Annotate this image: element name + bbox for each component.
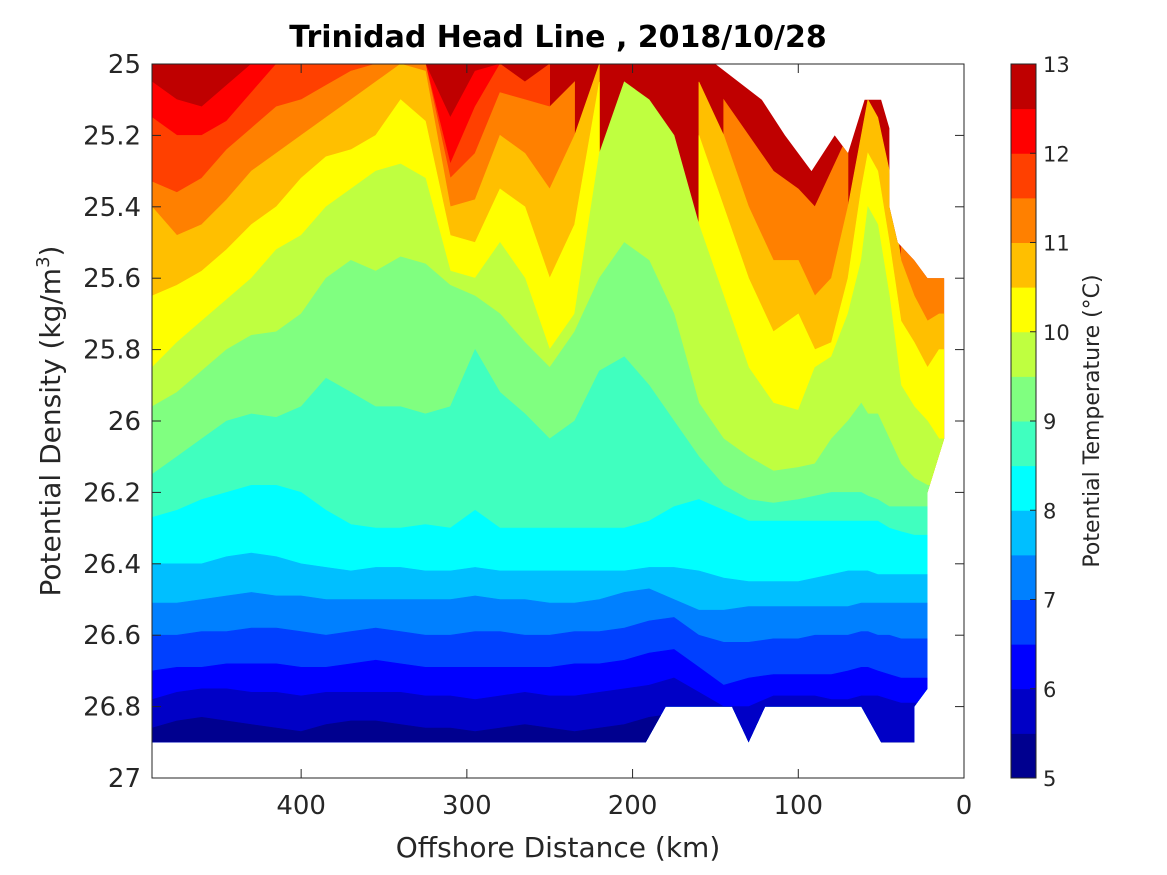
y-tick-label: 25.4 xyxy=(83,193,141,223)
colorbar-swatch xyxy=(1011,376,1036,422)
colorbar-swatch xyxy=(1011,242,1036,288)
colorbar-label: Potential Temperature (°C) xyxy=(1080,274,1105,567)
colorbar-tick-label: 7 xyxy=(1043,589,1056,613)
x-tick-label: 200 xyxy=(608,791,658,821)
y-axis-label-main: Potential Density (kg/m xyxy=(34,268,67,597)
colorbar-tick-label: 8 xyxy=(1043,499,1056,523)
colorbar-swatch xyxy=(1011,554,1036,600)
x-tick-label: 300 xyxy=(442,791,492,821)
y-axis-label-superscript: 3 xyxy=(33,256,54,267)
colorbar-swatch xyxy=(1011,688,1036,734)
contour-fills xyxy=(152,64,945,743)
colorbar-swatch xyxy=(1011,421,1036,467)
y-tick-label: 26 xyxy=(108,407,141,437)
colorbar-swatch xyxy=(1011,510,1036,556)
x-axis: 400 300 200 100 0 xyxy=(276,64,972,821)
colorbar-swatch xyxy=(1011,153,1036,199)
colorbar-swatch xyxy=(1011,287,1036,333)
x-axis-label: Offshore Distance (km) xyxy=(396,831,721,864)
y-tick-label: 27 xyxy=(108,764,141,794)
colorbar-tick-label: 13 xyxy=(1043,53,1070,77)
x-tick-label: 400 xyxy=(276,791,326,821)
colorbar-swatch xyxy=(1011,197,1036,243)
contour-band xyxy=(152,713,945,743)
x-tick-label: 0 xyxy=(956,791,973,821)
y-tick-label: 25.8 xyxy=(83,336,141,366)
y-axis-label-end: ) xyxy=(34,246,67,257)
x-tick-label: 100 xyxy=(773,791,823,821)
colorbar-tick-label: 6 xyxy=(1043,678,1056,702)
y-tick-label: 25 xyxy=(108,50,141,80)
colorbar-swatch xyxy=(1011,465,1036,511)
y-tick-label: 26.8 xyxy=(83,693,141,723)
colorbar-tick-label: 11 xyxy=(1043,232,1070,256)
y-tick-label: 25.6 xyxy=(83,264,141,294)
chart-title: Trinidad Head Line , 2018/10/28 xyxy=(289,20,826,55)
colorbar-swatch xyxy=(1011,108,1036,154)
y-axis-label: Potential Density (kg/m3) xyxy=(33,246,67,597)
colorbar-tick-label: 12 xyxy=(1043,142,1070,166)
colorbar-swatch xyxy=(1011,64,1036,110)
colorbar-swatch xyxy=(1011,331,1036,377)
y-axis: 25 25.2 25.4 25.6 25.8 26 26.2 26.4 26.6 26.8 27 xyxy=(83,50,964,794)
colorbar-tick-label: 5 xyxy=(1043,767,1056,791)
colorbar-swatch xyxy=(1011,733,1036,779)
colorbar-tick-label: 10 xyxy=(1043,321,1070,345)
colorbar-tick-label: 9 xyxy=(1043,410,1056,434)
colorbar-swatch xyxy=(1011,599,1036,645)
y-tick-label: 25.2 xyxy=(83,121,141,151)
y-tick-label: 26.6 xyxy=(83,621,141,651)
y-tick-label: 26.4 xyxy=(83,550,141,580)
colorbar: 5 6 7 8 9 10 11 12 13 xyxy=(1010,53,1070,791)
y-tick-label: 26.2 xyxy=(83,478,141,508)
colorbar-swatch xyxy=(1011,644,1036,690)
contour-bands xyxy=(152,64,945,743)
